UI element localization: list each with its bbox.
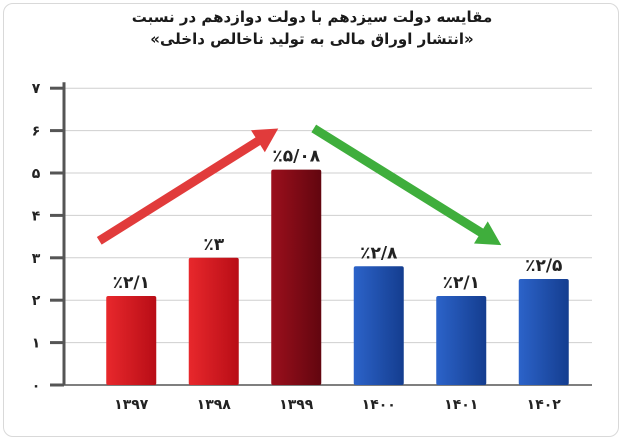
value-label: ٪۲/۵ [525, 256, 562, 276]
bar [106, 295, 157, 385]
y-tick-label: ۴ [32, 208, 41, 224]
y-tick-label: ۲ [32, 293, 41, 309]
x-tick-label: ۱۳۹۹ [279, 397, 314, 413]
bar [353, 266, 404, 385]
x-tick-label: ۱۳۹۷ [114, 397, 149, 413]
bar [436, 295, 487, 385]
bar [271, 169, 322, 385]
value-label: ٪۳ [203, 235, 224, 255]
y-tick-label: ۷ [32, 81, 41, 97]
y-tick-label: ۵ [32, 166, 41, 182]
x-tick-label: ۱۴۰۰ [362, 397, 396, 413]
x-tick-label: ۱۴۰۱ [444, 397, 478, 413]
chart-frame [3, 3, 619, 437]
up-trend-arrow [96, 128, 279, 245]
y-tick-label: ۶ [32, 124, 41, 140]
down-trend-arrow [311, 124, 502, 246]
chart-title-line-2: «انتشار اوراق مالی به تولید ناخالص داخلی… [150, 30, 474, 48]
value-label: ٪۲/۱ [113, 273, 150, 293]
value-label: ٪۲/۸ [360, 243, 398, 263]
bar [188, 257, 239, 385]
x-tick-label: ۱۴۰۲ [527, 397, 562, 413]
value-label: ٪۲/۱ [443, 273, 480, 293]
chart-title-line-1: مقایسه دولت سیزدهم با دولت دوازدهم در نس… [131, 8, 493, 26]
x-tick-label: ۱۳۹۸ [197, 397, 232, 413]
y-tick-label: ۱ [32, 336, 41, 352]
y-tick-label: ۰ [32, 378, 41, 394]
y-tick-label: ۳ [32, 251, 41, 267]
bar [518, 279, 569, 385]
value-label: ٪۵/۰۸ [272, 147, 320, 167]
